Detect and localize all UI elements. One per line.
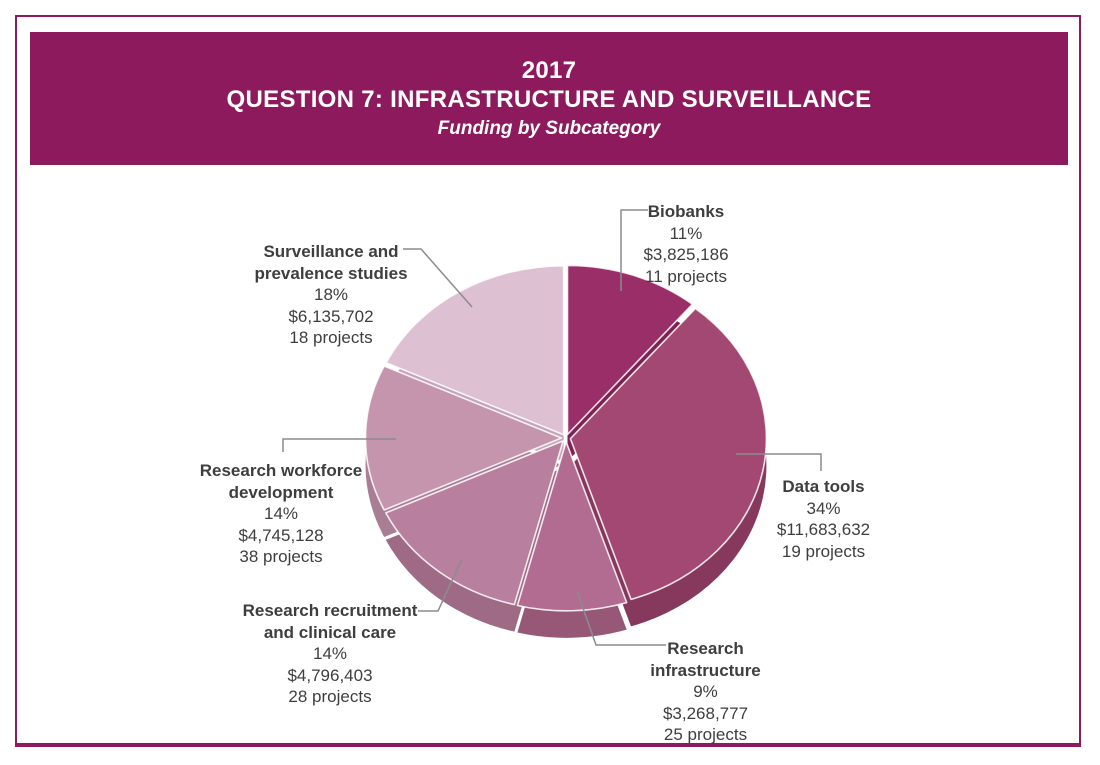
slice-percent: 14% [312, 644, 348, 663]
slice-callout-surveillance: Surveillance and prevalence studies 18% … [242, 241, 420, 349]
slice-name: Research infrastructure [650, 639, 761, 680]
slice-callout-biobanks: Biobanks 11% $3,825,186 11 projects [616, 201, 756, 287]
page-title: QUESTION 7: INFRASTRUCTURE AND SURVEILLA… [226, 85, 872, 113]
slice-percent: 18% [313, 285, 349, 304]
slice-percent: 34% [806, 498, 841, 518]
slice-name: Data tools [782, 477, 865, 496]
chart-title-banner: 2017 QUESTION 7: INFRASTRUCTURE AND SURV… [30, 32, 1068, 165]
slice-projects: 11 projects [645, 266, 727, 286]
slice-amount: $11,683,632 [776, 520, 871, 539]
slice-callout-research-infrastructure: Research infrastructure 9% $3,268,777 25… [628, 638, 783, 746]
title-year: 2017 [521, 56, 577, 84]
slice-projects: 38 projects [239, 547, 323, 566]
slice-name: Biobanks [647, 202, 725, 221]
slice-amount: $4,745,128 [238, 525, 324, 545]
slice-projects: 18 projects [289, 328, 373, 347]
slice-callout-research-workforce: Research workforce development 14% $4,74… [192, 460, 370, 568]
slice-callout-data-tools: Data tools 34% $11,683,632 19 projects [746, 476, 901, 562]
slice-projects: 28 projects [288, 687, 372, 706]
slice-amount: $6,135,702 [288, 306, 374, 326]
slice-name: Research workforce development [199, 461, 363, 502]
page-subtitle: Funding by Subcategory [437, 117, 661, 139]
slice-percent: 11% [669, 223, 703, 243]
slice-projects: 25 projects [663, 725, 748, 744]
slice-name: Research recruitment and clinical care [242, 601, 418, 642]
slice-projects: 19 projects [781, 541, 866, 561]
slice-amount: $3,825,186 [643, 245, 729, 264]
slice-percent: 9% [693, 682, 718, 701]
slice-amount: $4,796,403 [287, 665, 373, 685]
slice-percent: 14% [263, 504, 299, 523]
slice-name: Surveillance and prevalence studies [254, 242, 408, 283]
slice-amount: $3,268,777 [662, 703, 749, 723]
slice-callout-research-recruitment: Research recruitment and clinical care 1… [234, 600, 426, 708]
